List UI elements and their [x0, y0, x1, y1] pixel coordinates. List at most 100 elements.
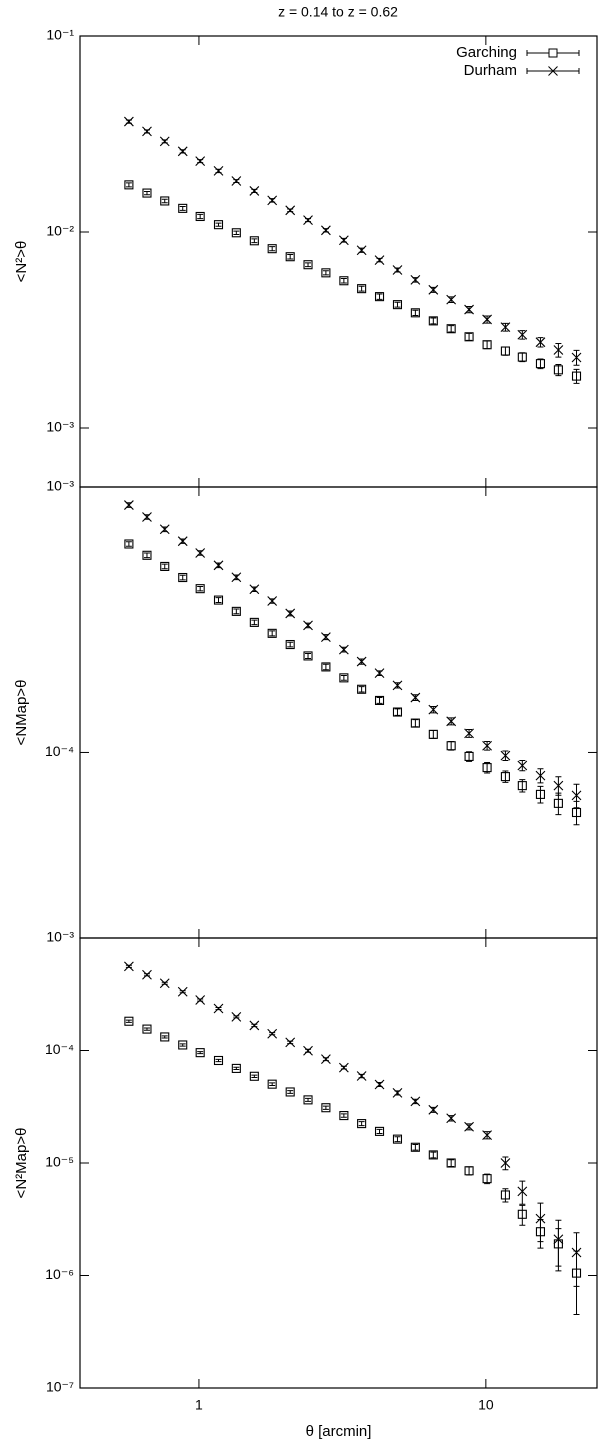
- x-axis-label: θ [arcmin]: [306, 1423, 372, 1440]
- error-bar: [555, 1219, 562, 1272]
- error-bar: [537, 358, 544, 370]
- marker-square: [321, 1103, 331, 1113]
- x-tick-label: 1: [195, 1397, 203, 1413]
- marker-square: [267, 1079, 277, 1089]
- marker-cross: [374, 1079, 385, 1090]
- marker-square: [392, 1134, 403, 1144]
- error-bar: [573, 368, 580, 384]
- error-bar: [197, 1051, 204, 1055]
- marker-cross: [392, 265, 403, 275]
- marker-cross: [464, 304, 474, 315]
- error-bar: [233, 230, 240, 236]
- marker-square: [267, 628, 277, 638]
- error-bar: [519, 352, 526, 363]
- error-bar: [376, 293, 383, 300]
- marker-square: [446, 1158, 456, 1168]
- marker-cross: [195, 995, 206, 1005]
- marker-cross: [303, 1045, 313, 1056]
- y-tick-label: 10⁻¹: [46, 27, 74, 43]
- marker-cross: [213, 166, 224, 176]
- y-tick-label: 10⁻²: [46, 223, 74, 239]
- error-bar: [143, 552, 150, 559]
- marker-cross: [571, 352, 582, 363]
- error-bar: [340, 674, 347, 681]
- marker-cross: [428, 704, 439, 715]
- error-bar: [358, 285, 365, 292]
- marker-square: [553, 365, 563, 375]
- error-bar: [466, 1166, 473, 1176]
- marker-cross: [428, 1104, 439, 1115]
- marker-square: [482, 340, 492, 350]
- x-tick-label: 10: [478, 1397, 494, 1413]
- marker-cross: [500, 322, 511, 333]
- marker-square: [124, 1016, 134, 1026]
- marker-cross: [249, 186, 260, 196]
- legend-label: Garching: [456, 44, 517, 61]
- marker-square: [303, 651, 313, 661]
- marker-cross: [374, 668, 385, 679]
- marker-square: [464, 751, 474, 761]
- marker-cross: [267, 596, 278, 606]
- error-bar: [179, 205, 186, 211]
- legend-marker: [548, 66, 558, 76]
- marker-cross: [159, 136, 170, 147]
- marker-cross: [231, 176, 242, 186]
- marker-square: [374, 1126, 385, 1136]
- error-bar: [555, 792, 562, 816]
- marker-cross: [338, 644, 349, 655]
- marker-square: [410, 1142, 420, 1152]
- marker-cross: [482, 314, 492, 325]
- error-bar: [287, 1090, 294, 1094]
- marker-cross: [517, 760, 528, 771]
- marker-square: [428, 1150, 438, 1160]
- marker-square: [213, 1055, 224, 1066]
- marker-cross: [159, 978, 170, 989]
- marker-cross: [303, 620, 313, 631]
- marker-square: [160, 196, 170, 206]
- error-bar: [448, 1159, 455, 1168]
- error-bar: [125, 541, 132, 547]
- marker-square: [571, 371, 582, 381]
- marker-square: [482, 1174, 492, 1184]
- error-bar: [305, 1097, 312, 1102]
- marker-cross: [338, 1062, 349, 1073]
- marker-cross: [535, 337, 546, 348]
- marker-cross: [177, 986, 188, 997]
- marker-square: [500, 772, 510, 782]
- marker-square: [446, 741, 456, 751]
- marker-square: [428, 729, 438, 739]
- error-bar: [322, 1105, 329, 1110]
- marker-cross: [553, 345, 564, 355]
- error-bar: [179, 574, 186, 581]
- marker-square: [303, 260, 313, 270]
- error-bar: [197, 585, 204, 592]
- marker-square: [285, 639, 295, 650]
- marker-square: [464, 1166, 474, 1176]
- error-bar: [161, 198, 168, 204]
- marker-cross: [124, 961, 134, 972]
- error-bar: [448, 325, 455, 333]
- marker-cross: [410, 274, 421, 285]
- error-bar: [125, 1019, 132, 1023]
- error-bar: [394, 301, 401, 308]
- marker-cross: [124, 116, 134, 127]
- marker-square: [500, 1190, 510, 1200]
- marker-cross: [267, 1028, 278, 1039]
- y-tick-label: 10⁻³: [46, 478, 74, 494]
- error-bar: [269, 630, 276, 637]
- error-bar: [376, 1128, 383, 1134]
- error-bar: [430, 1151, 437, 1159]
- marker-square: [321, 268, 331, 278]
- marker-cross: [410, 692, 421, 703]
- marker-cross: [571, 1247, 582, 1258]
- error-bar: [251, 619, 258, 626]
- marker-cross: [553, 780, 564, 791]
- marker-square: [553, 798, 563, 808]
- marker-square: [392, 707, 403, 717]
- marker-square: [446, 324, 456, 334]
- marker-cross: [535, 1213, 546, 1224]
- marker-cross: [195, 548, 206, 558]
- error-bar: [466, 751, 473, 762]
- marker-square: [213, 595, 224, 605]
- error-bar: [143, 190, 150, 196]
